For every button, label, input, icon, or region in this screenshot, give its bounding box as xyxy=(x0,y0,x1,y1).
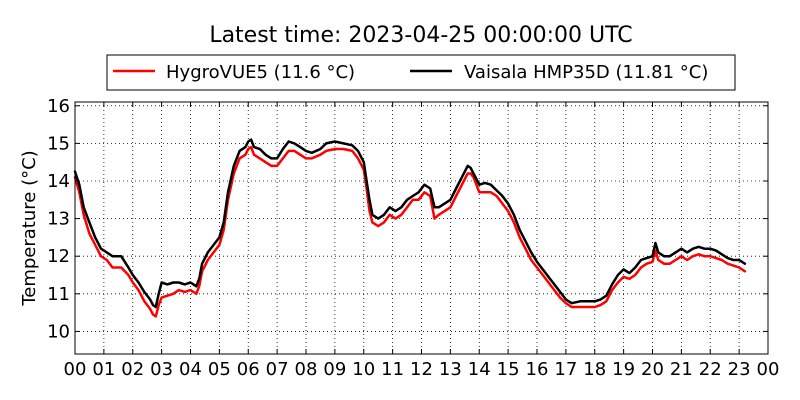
x-ticks: 00 01 02 03 04 05 06 07 08 09 10 11 12 13 14 15 16 17 18 19… xyxy=(64,102,780,380)
x-tick-label: 08 xyxy=(295,359,318,380)
legend-box xyxy=(106,54,736,91)
x-tick-label: 00 xyxy=(64,359,87,380)
x-tick-label: 15 xyxy=(497,359,520,380)
x-tick-label: 00 xyxy=(757,359,780,380)
x-tick-label: 17 xyxy=(554,359,577,380)
y-tick-label: 13 xyxy=(47,209,70,230)
x-tick-label: 01 xyxy=(92,359,115,380)
x-tick-label: 19 xyxy=(612,359,635,380)
x-tick-label: 11 xyxy=(381,359,404,380)
x-tick-label: 18 xyxy=(583,359,606,380)
y-tick-label: 12 xyxy=(47,246,70,267)
y-axis-label: Temperature (°C) xyxy=(19,150,40,306)
legend-label-hygrovue5: HygroVUE5 (11.6 °C) xyxy=(166,62,355,83)
x-tick-label: 04 xyxy=(179,359,202,380)
x-tick-label: 10 xyxy=(352,359,375,380)
x-tick-label: 20 xyxy=(641,359,664,380)
x-tick-label: 23 xyxy=(728,359,751,380)
y-tick-label: 14 xyxy=(47,171,70,192)
legend-label-vaisala: Vaisala HMP35D (11.81 °C) xyxy=(464,62,708,83)
x-tick-label: 22 xyxy=(699,359,722,380)
y-tick-label: 10 xyxy=(47,321,70,342)
x-tick-label: 09 xyxy=(323,359,346,380)
x-tick-label: 12 xyxy=(410,359,433,380)
x-tick-label: 07 xyxy=(266,359,289,380)
y-ticks: 10 11 12 13 14 15 16 xyxy=(47,96,768,342)
x-tick-label: 21 xyxy=(670,359,693,380)
series-line-hygrovue5 xyxy=(73,145,747,318)
legend: HygroVUE5 (11.6 °C) Vaisala HMP35D (11.8… xyxy=(106,54,736,91)
x-tick-label: 02 xyxy=(121,359,144,380)
series-group xyxy=(73,138,747,318)
y-tick-label: 16 xyxy=(47,96,70,117)
x-tick-label: 16 xyxy=(526,359,549,380)
y-tick-label: 15 xyxy=(47,133,70,154)
x-tick-label: 03 xyxy=(150,359,173,380)
y-tick-label: 11 xyxy=(47,284,70,305)
series-line-vaisala xyxy=(73,138,747,309)
x-tick-label: 14 xyxy=(468,359,491,380)
x-tick-label: 05 xyxy=(208,359,231,380)
x-tick-label: 06 xyxy=(237,359,260,380)
chart-title: Latest time: 2023-04-25 00:00:00 UTC xyxy=(209,23,632,48)
x-tick-label: 13 xyxy=(439,359,462,380)
plot-background xyxy=(75,102,768,354)
